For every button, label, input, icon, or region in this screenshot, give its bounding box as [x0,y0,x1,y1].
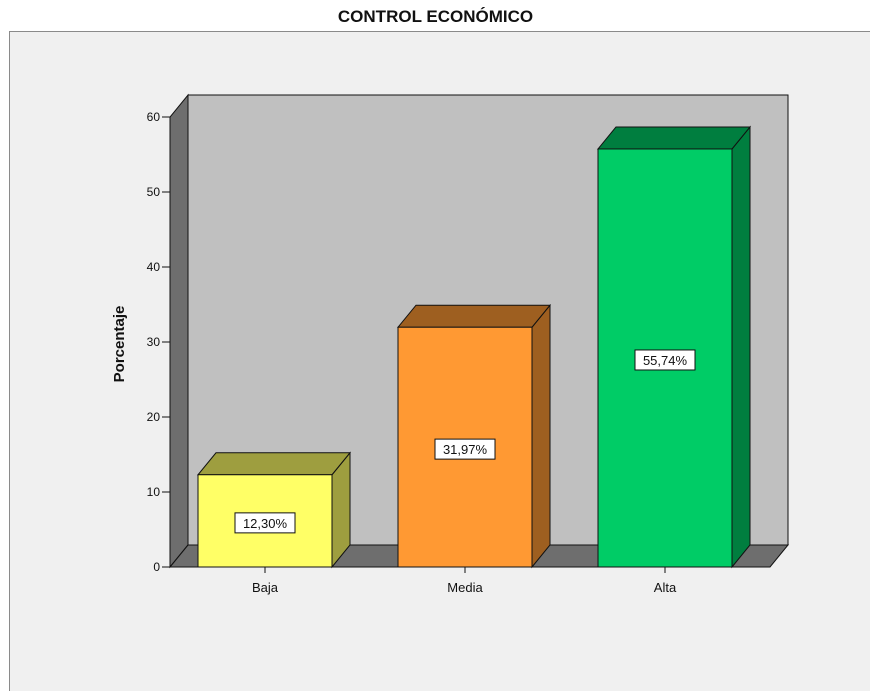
data-label-box [634,349,696,371]
bar-side [731,125,751,569]
bar-top [196,452,352,476]
bar-media [396,303,552,569]
chart-title: CONTROL ECONÓMICO [337,7,534,26]
data-label: 12,30% [234,512,296,534]
bar-top [596,126,752,150]
y-tick-label: 50 [147,185,161,199]
data-label-text: 55,74% [643,353,688,368]
y-tick-label: 30 [147,335,161,349]
data-label: 31,97% [434,438,496,460]
y-tick-label: 20 [147,410,161,424]
bar-top [396,304,552,328]
x-tick-label: Media [447,580,483,595]
y-tick-label: 40 [147,260,161,274]
bar-side [531,303,551,569]
y-tick-label: 10 [147,485,161,499]
y-axis-label: Porcentaje [111,306,128,383]
x-tick-label: Alta [654,580,677,595]
x-tick-label: Baja [252,580,279,595]
data-label-box [234,512,296,534]
data-label: 55,74% [634,349,696,371]
data-label-text: 31,97% [443,442,488,457]
y-tick-label: 60 [147,110,161,124]
y-tick-label: 0 [153,560,160,574]
side-wall [169,93,189,569]
data-label-text: 12,30% [243,516,288,531]
bar-alta [596,125,752,569]
data-label-box [434,438,496,460]
bar-baja [196,451,352,569]
